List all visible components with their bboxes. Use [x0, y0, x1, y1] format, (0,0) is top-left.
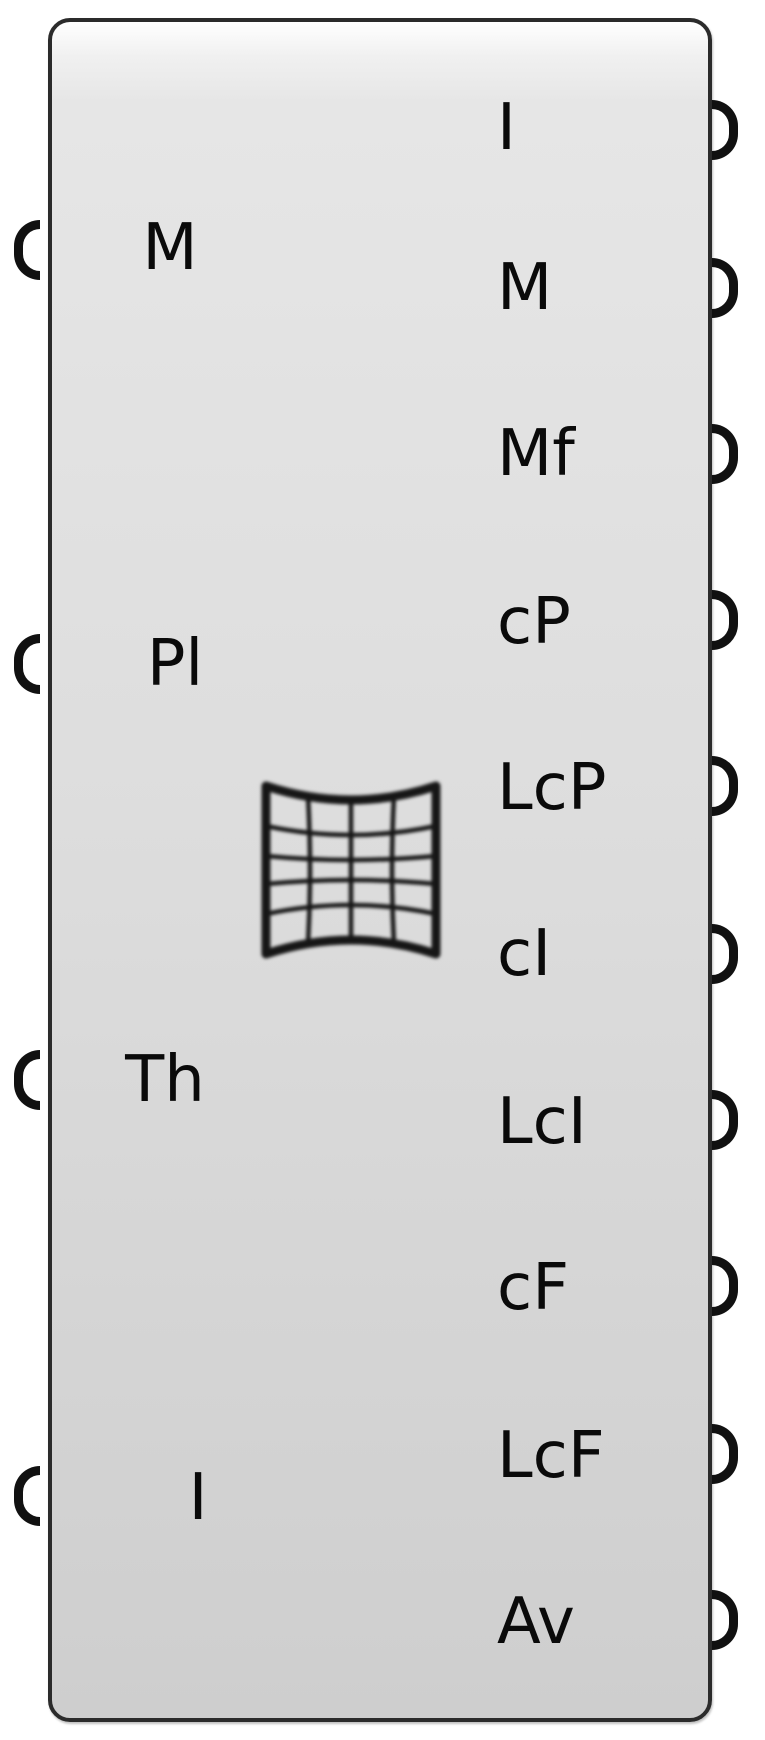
output-grip-i[interactable] — [712, 100, 738, 160]
output-label-i: I — [497, 91, 516, 165]
mesh-grid-icon — [261, 781, 441, 959]
output-label-lci: LcI — [497, 1085, 587, 1159]
input-label-i: I — [188, 1461, 208, 1535]
output-grip-m[interactable] — [712, 258, 738, 318]
output-label-lcp: LcP — [497, 751, 607, 825]
output-grip-lci[interactable] — [712, 1090, 738, 1150]
output-label-av: Av — [497, 1585, 575, 1659]
output-grip-lcp[interactable] — [712, 756, 738, 816]
input-grip-m[interactable] — [14, 220, 40, 280]
input-grip-pl[interactable] — [14, 634, 40, 694]
output-grip-ci[interactable] — [712, 924, 738, 984]
output-label-mf: Mf — [497, 417, 575, 491]
input-grip-i[interactable] — [14, 1466, 40, 1526]
output-label-lcf: LcF — [497, 1419, 605, 1493]
output-grip-cf[interactable] — [712, 1256, 738, 1316]
input-label-m: M — [142, 211, 198, 285]
output-grip-lcf[interactable] — [712, 1424, 738, 1484]
output-label-ci: cI — [497, 917, 552, 991]
output-label-cf: cF — [497, 1251, 569, 1325]
component-body[interactable] — [48, 18, 712, 1722]
output-grip-mf[interactable] — [712, 424, 738, 484]
output-grip-cp[interactable] — [712, 590, 738, 650]
input-label-th: Th — [125, 1043, 205, 1117]
output-label-cp: cP — [497, 585, 571, 659]
input-label-pl: Pl — [146, 627, 204, 701]
output-grip-av[interactable] — [712, 1590, 738, 1650]
input-grip-th[interactable] — [14, 1050, 40, 1110]
output-label-m: M — [497, 251, 553, 325]
